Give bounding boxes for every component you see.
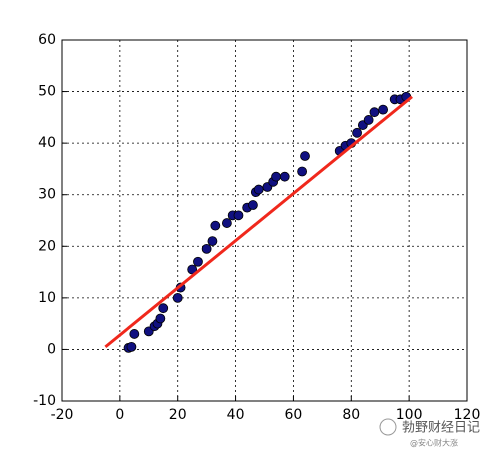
point: [187, 264, 198, 275]
x-tick-label: 60: [285, 407, 303, 423]
point: [158, 303, 169, 314]
point: [210, 220, 221, 231]
y-tick-label: 50: [38, 84, 56, 100]
y-tick-label: 10: [38, 290, 56, 306]
x-tick-label: 80: [342, 407, 360, 423]
x-tick-label: -20: [51, 407, 74, 423]
point: [352, 127, 362, 138]
point: [207, 236, 218, 247]
watermark-icon: [379, 418, 397, 436]
watermark-title: 勃野财经日记: [402, 421, 480, 436]
point: [369, 107, 380, 118]
point: [155, 313, 166, 324]
point: [300, 151, 310, 161]
x-tick-label: 120: [454, 407, 481, 423]
point: [129, 329, 140, 339]
fit-line: [104, 95, 413, 349]
point: [221, 218, 232, 228]
x-tick-label: 100: [396, 407, 423, 423]
point: [363, 115, 374, 125]
point: [193, 256, 203, 267]
x-tick-label: 0: [115, 407, 124, 423]
y-tick-label: 30: [38, 187, 56, 203]
point: [271, 171, 281, 182]
point: [172, 292, 183, 303]
point: [248, 200, 258, 210]
point: [253, 184, 264, 195]
y-tick-label: 20: [38, 238, 56, 254]
point: [297, 166, 308, 177]
y-tick-label: 0: [47, 341, 56, 357]
plot-frame: [61, 39, 468, 402]
x-tick-label: 20: [169, 407, 187, 423]
watermark-handle: @安心财大涨: [410, 438, 458, 448]
point: [233, 210, 244, 221]
point: [279, 171, 290, 182]
x-tick-label: 40: [227, 407, 245, 423]
point: [201, 243, 212, 254]
y-tick-label: 40: [38, 135, 56, 151]
y-tick-label: -10: [33, 393, 56, 409]
point: [378, 104, 389, 115]
point: [126, 341, 137, 352]
y-tick-label: 60: [38, 32, 56, 48]
